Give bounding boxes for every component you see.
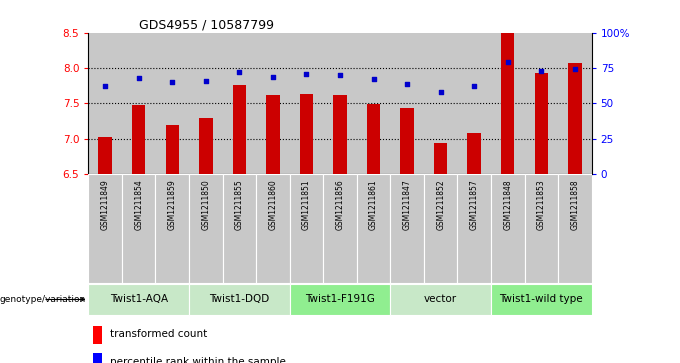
Text: GSM1211855: GSM1211855 bbox=[235, 180, 244, 231]
Text: GDS4955 / 10587799: GDS4955 / 10587799 bbox=[139, 19, 274, 32]
Bar bbox=[199, 118, 213, 174]
FancyBboxPatch shape bbox=[156, 174, 189, 283]
FancyBboxPatch shape bbox=[256, 174, 290, 283]
Text: transformed count: transformed count bbox=[110, 329, 207, 339]
Text: genotype/variation: genotype/variation bbox=[0, 295, 86, 304]
Bar bbox=[88, 33, 122, 174]
Bar bbox=[266, 95, 279, 174]
Bar bbox=[165, 125, 179, 174]
Bar bbox=[156, 33, 189, 174]
FancyBboxPatch shape bbox=[88, 284, 189, 315]
Point bbox=[100, 83, 111, 89]
Text: GSM1211859: GSM1211859 bbox=[168, 180, 177, 231]
Point bbox=[435, 89, 446, 95]
Text: percentile rank within the sample: percentile rank within the sample bbox=[110, 356, 286, 363]
Text: GSM1211847: GSM1211847 bbox=[403, 180, 411, 231]
Bar bbox=[357, 33, 390, 174]
Bar bbox=[333, 95, 347, 174]
Bar bbox=[222, 33, 256, 174]
FancyBboxPatch shape bbox=[122, 174, 156, 283]
Text: Twist1-AQA: Twist1-AQA bbox=[109, 294, 168, 305]
FancyBboxPatch shape bbox=[357, 174, 390, 283]
Bar bbox=[300, 94, 313, 174]
FancyBboxPatch shape bbox=[491, 284, 592, 315]
Point bbox=[301, 71, 312, 77]
FancyBboxPatch shape bbox=[290, 284, 390, 315]
Text: GSM1211852: GSM1211852 bbox=[436, 180, 445, 230]
Point bbox=[569, 66, 580, 72]
Text: GSM1211856: GSM1211856 bbox=[335, 180, 345, 231]
Text: Twist1-F191G: Twist1-F191G bbox=[305, 294, 375, 305]
Text: GSM1211854: GSM1211854 bbox=[134, 180, 143, 231]
Bar bbox=[534, 73, 548, 174]
FancyBboxPatch shape bbox=[491, 174, 524, 283]
FancyBboxPatch shape bbox=[189, 174, 222, 283]
Bar bbox=[93, 353, 103, 363]
Point bbox=[469, 83, 479, 89]
Point bbox=[536, 68, 547, 74]
Text: GSM1211850: GSM1211850 bbox=[201, 180, 210, 231]
Bar bbox=[323, 33, 357, 174]
Bar bbox=[367, 104, 380, 174]
FancyBboxPatch shape bbox=[458, 174, 491, 283]
Bar bbox=[233, 85, 246, 174]
FancyBboxPatch shape bbox=[189, 284, 290, 315]
Bar bbox=[558, 33, 592, 174]
Point bbox=[402, 81, 413, 86]
Text: GSM1211848: GSM1211848 bbox=[503, 180, 512, 230]
Text: GSM1211857: GSM1211857 bbox=[470, 180, 479, 231]
FancyBboxPatch shape bbox=[222, 174, 256, 283]
Text: GSM1211851: GSM1211851 bbox=[302, 180, 311, 230]
FancyBboxPatch shape bbox=[558, 174, 592, 283]
Bar bbox=[501, 33, 515, 174]
FancyBboxPatch shape bbox=[390, 284, 491, 315]
Bar bbox=[568, 63, 581, 174]
Text: Twist1-DQD: Twist1-DQD bbox=[209, 294, 269, 305]
Bar bbox=[424, 33, 458, 174]
Point bbox=[133, 75, 144, 81]
Bar bbox=[290, 33, 323, 174]
FancyBboxPatch shape bbox=[424, 174, 458, 283]
Bar bbox=[390, 33, 424, 174]
Bar bbox=[401, 109, 414, 174]
FancyBboxPatch shape bbox=[290, 174, 323, 283]
Bar bbox=[467, 133, 481, 174]
Point bbox=[503, 60, 513, 65]
Text: GSM1211860: GSM1211860 bbox=[269, 180, 277, 231]
Bar bbox=[491, 33, 524, 174]
Text: Twist1-wild type: Twist1-wild type bbox=[500, 294, 583, 305]
Point bbox=[234, 69, 245, 75]
Bar bbox=[189, 33, 222, 174]
Point bbox=[335, 72, 345, 78]
Text: GSM1211858: GSM1211858 bbox=[571, 180, 579, 230]
FancyBboxPatch shape bbox=[323, 174, 357, 283]
Bar bbox=[256, 33, 290, 174]
Bar bbox=[99, 138, 112, 174]
Bar bbox=[132, 105, 146, 174]
Bar bbox=[458, 33, 491, 174]
Text: GSM1211853: GSM1211853 bbox=[537, 180, 546, 231]
Text: vector: vector bbox=[424, 294, 457, 305]
Bar bbox=[93, 326, 103, 344]
FancyBboxPatch shape bbox=[524, 174, 558, 283]
Point bbox=[167, 79, 177, 85]
Text: GSM1211861: GSM1211861 bbox=[369, 180, 378, 230]
FancyBboxPatch shape bbox=[88, 174, 122, 283]
FancyBboxPatch shape bbox=[390, 174, 424, 283]
Point bbox=[267, 74, 278, 79]
Point bbox=[201, 78, 211, 84]
Bar bbox=[434, 143, 447, 174]
Text: GSM1211849: GSM1211849 bbox=[101, 180, 109, 231]
Bar bbox=[524, 33, 558, 174]
Point bbox=[368, 77, 379, 82]
Bar bbox=[122, 33, 156, 174]
